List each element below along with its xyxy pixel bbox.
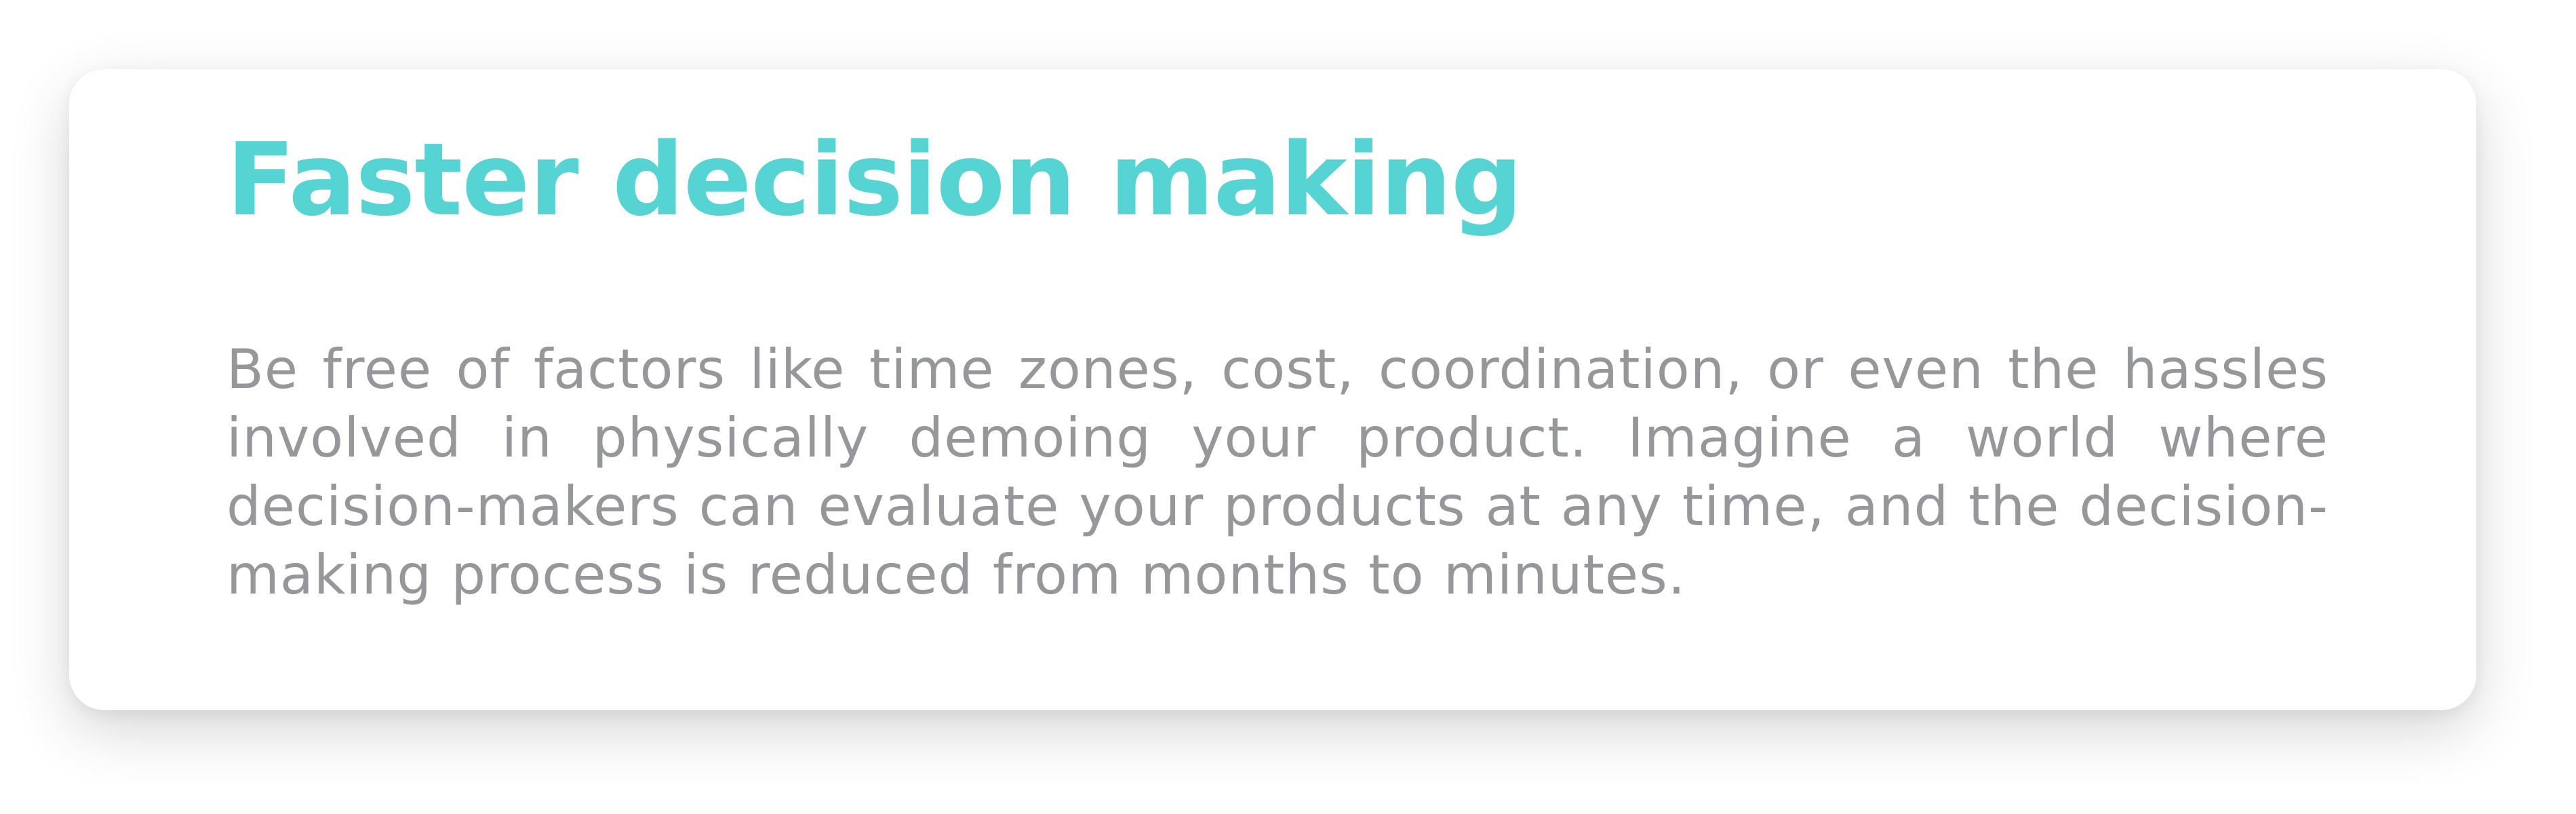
feature-title: Faster decision making: [226, 121, 1523, 238]
feature-description: Be free of factors like time zones, cost…: [226, 338, 2329, 606]
feature-card: Faster decision making Be free of factor…: [69, 69, 2476, 710]
